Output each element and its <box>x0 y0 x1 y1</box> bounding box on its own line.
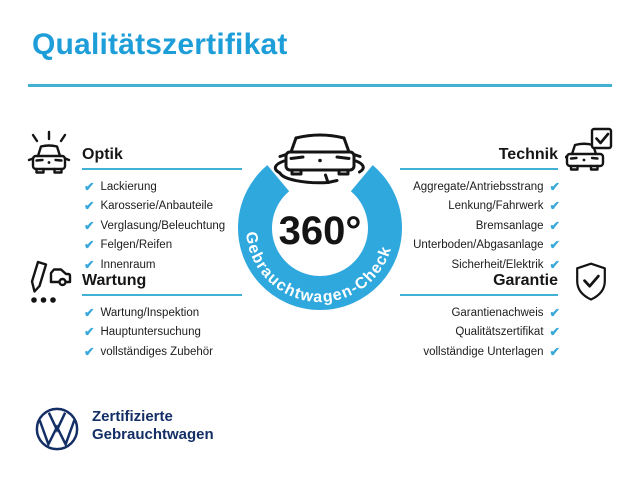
page-title: Qualitätszertifikat <box>32 28 288 61</box>
section-underline-wartung <box>82 294 242 296</box>
check-item-label: Garantienachweis <box>451 306 544 319</box>
footer-brand-text: Zertifizierte Gebrauchtwagen <box>92 408 214 444</box>
center-360-badge: 360° Gebrauchtwagen-Check <box>228 116 412 312</box>
check-item: ✔ Lackierung <box>84 177 294 197</box>
check-item: ✔ Innenraum <box>84 255 294 275</box>
title-divider <box>28 84 612 87</box>
check-icon: ✔ <box>549 325 560 339</box>
check-item-label: Unterboden/Abgasanlage <box>413 239 544 252</box>
check-icon: ✔ <box>549 179 560 194</box>
check-item: Aggregate/Antriebsstrang ✔ <box>350 177 560 197</box>
check-icon: ✔ <box>84 305 95 320</box>
section-header-wartung: Wartung <box>82 272 147 289</box>
section-header-garantie: Garantie <box>493 272 558 289</box>
check-item: Bremsanlage ✔ <box>350 216 560 236</box>
check-item-label: Qualitätszertifikat <box>455 326 544 339</box>
check-icon: ✔ <box>84 325 95 339</box>
degree-label: 360° <box>279 209 362 253</box>
check-item: ✔ Karosserie/Anbauteile <box>84 197 294 217</box>
check-item-label: Sicherheit/Elektrik <box>451 258 544 271</box>
check-item: vollständige Unterlagen ✔ <box>350 342 560 362</box>
check-item-label: Verglasung/Beleuchtung <box>100 219 226 232</box>
section-underline-garantie <box>400 294 558 296</box>
check-item-label: vollständiges Zubehör <box>100 345 213 358</box>
check-item-label: Lenkung/Fahrwerk <box>448 200 544 213</box>
footer-line1: Zertifizierte <box>92 408 173 425</box>
check-item-label: Bremsanlage <box>475 219 544 232</box>
check-icon: ✔ <box>84 238 95 252</box>
footer-line2: Gebrauchtwagen <box>92 426 214 443</box>
optik-item-list: ✔ Lackierung ✔ Karosserie/Anbauteile ✔ Vergla… <box>84 177 294 275</box>
check-icon: ✔ <box>549 257 560 272</box>
section-underline-optik <box>82 168 242 170</box>
check-item: ✔ Hauptuntersuchung <box>84 323 294 343</box>
check-item: Lenkung/Fahrwerk ✔ <box>350 197 560 217</box>
ring-shape <box>238 165 402 310</box>
check-item: ✔ Verglasung/Beleuchtung <box>84 216 294 236</box>
section-header-optik: Optik <box>82 146 123 163</box>
check-item-label: Lackierung <box>100 180 157 193</box>
check-item: ✔ Wartung/Inspektion <box>84 303 294 323</box>
check-item: ✔ vollständiges Zubehör <box>84 342 294 362</box>
garantie-item-list: Garantienachweis ✔ Qualitätszertifikat ✔ vol… <box>350 303 560 362</box>
check-icon: ✔ <box>84 199 95 213</box>
shiny-car-icon <box>24 129 74 179</box>
check-item-label: vollständige Unterlagen <box>423 345 544 358</box>
section-header-technik: Technik <box>498 146 558 163</box>
check-item-label: Hauptuntersuchung <box>100 326 201 339</box>
check-item: Sicherheit/Elektrik ✔ <box>350 255 560 275</box>
vw-logo <box>34 406 80 452</box>
section-underline-technik <box>400 168 558 170</box>
check-icon: ✔ <box>84 257 95 272</box>
check-item-label: Felgen/Reifen <box>100 239 173 252</box>
check-item-label: Aggregate/Antriebsstrang <box>413 180 544 193</box>
wartung-item-list: ✔ Wartung/Inspektion ✔ Hauptuntersuchung ✔ vo… <box>84 303 294 362</box>
technik-item-list: Aggregate/Antriebsstrang ✔ Lenkung/Fahrwer… <box>350 177 560 275</box>
check-item: Garantienachweis ✔ <box>350 303 560 323</box>
check-item: ✔ Felgen/Reifen <box>84 236 294 256</box>
check-icon: ✔ <box>549 199 560 213</box>
check-icon: ✔ <box>84 218 95 233</box>
shield-check-icon <box>568 258 614 308</box>
check-item-label: Karosserie/Anbauteile <box>100 200 213 213</box>
check-item: Unterboden/Abgasanlage ✔ <box>350 236 560 256</box>
check-item-label: Wartung/Inspektion <box>100 306 200 319</box>
check-icon: ✔ <box>549 238 560 252</box>
car-checkbox-icon <box>565 126 615 176</box>
check-item: Qualitätszertifikat ✔ <box>350 323 560 343</box>
check-icon: ✔ <box>84 179 95 194</box>
check-item-label: Innenraum <box>100 258 156 271</box>
check-icon: ✔ <box>84 344 95 359</box>
check-icon: ✔ <box>549 344 560 359</box>
service-checklist-icon <box>24 258 74 308</box>
check-icon: ✔ <box>549 305 560 320</box>
car-rotation-icon <box>273 133 365 185</box>
check-icon: ✔ <box>549 218 560 233</box>
